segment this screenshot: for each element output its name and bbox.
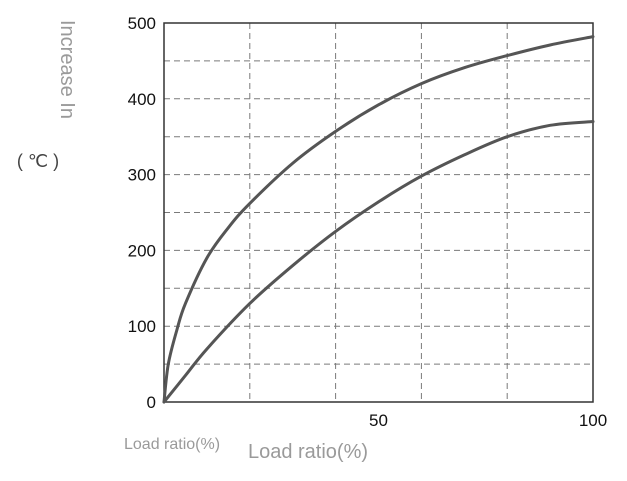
y-tick-label: 500 (128, 14, 156, 33)
x-axis-label: Load ratio(%) (248, 441, 368, 463)
grid (164, 23, 593, 402)
series-line-1 (162, 35, 595, 404)
y-tick-labels: 0 100 200 300 400 500 (128, 14, 156, 412)
y-tick-label: 400 (128, 90, 156, 109)
y-tick-label: 0 (147, 393, 156, 412)
y-axis-unit: ( ℃ ) (17, 151, 59, 171)
x-tick-labels: 50 100 (369, 411, 607, 430)
x-axis-label-secondary: Load ratio(%) (124, 436, 220, 453)
y-tick-label: 200 (128, 241, 156, 260)
y-axis-label: Increase In (56, 20, 78, 119)
y-tick-label: 300 (128, 166, 156, 185)
y-tick-label: 100 (128, 317, 156, 336)
series-line-2 (162, 120, 595, 404)
plot-frame (163, 22, 594, 403)
x-tick-label: 100 (579, 411, 607, 430)
x-tick-label: 50 (369, 411, 388, 430)
series-layer (162, 35, 595, 404)
